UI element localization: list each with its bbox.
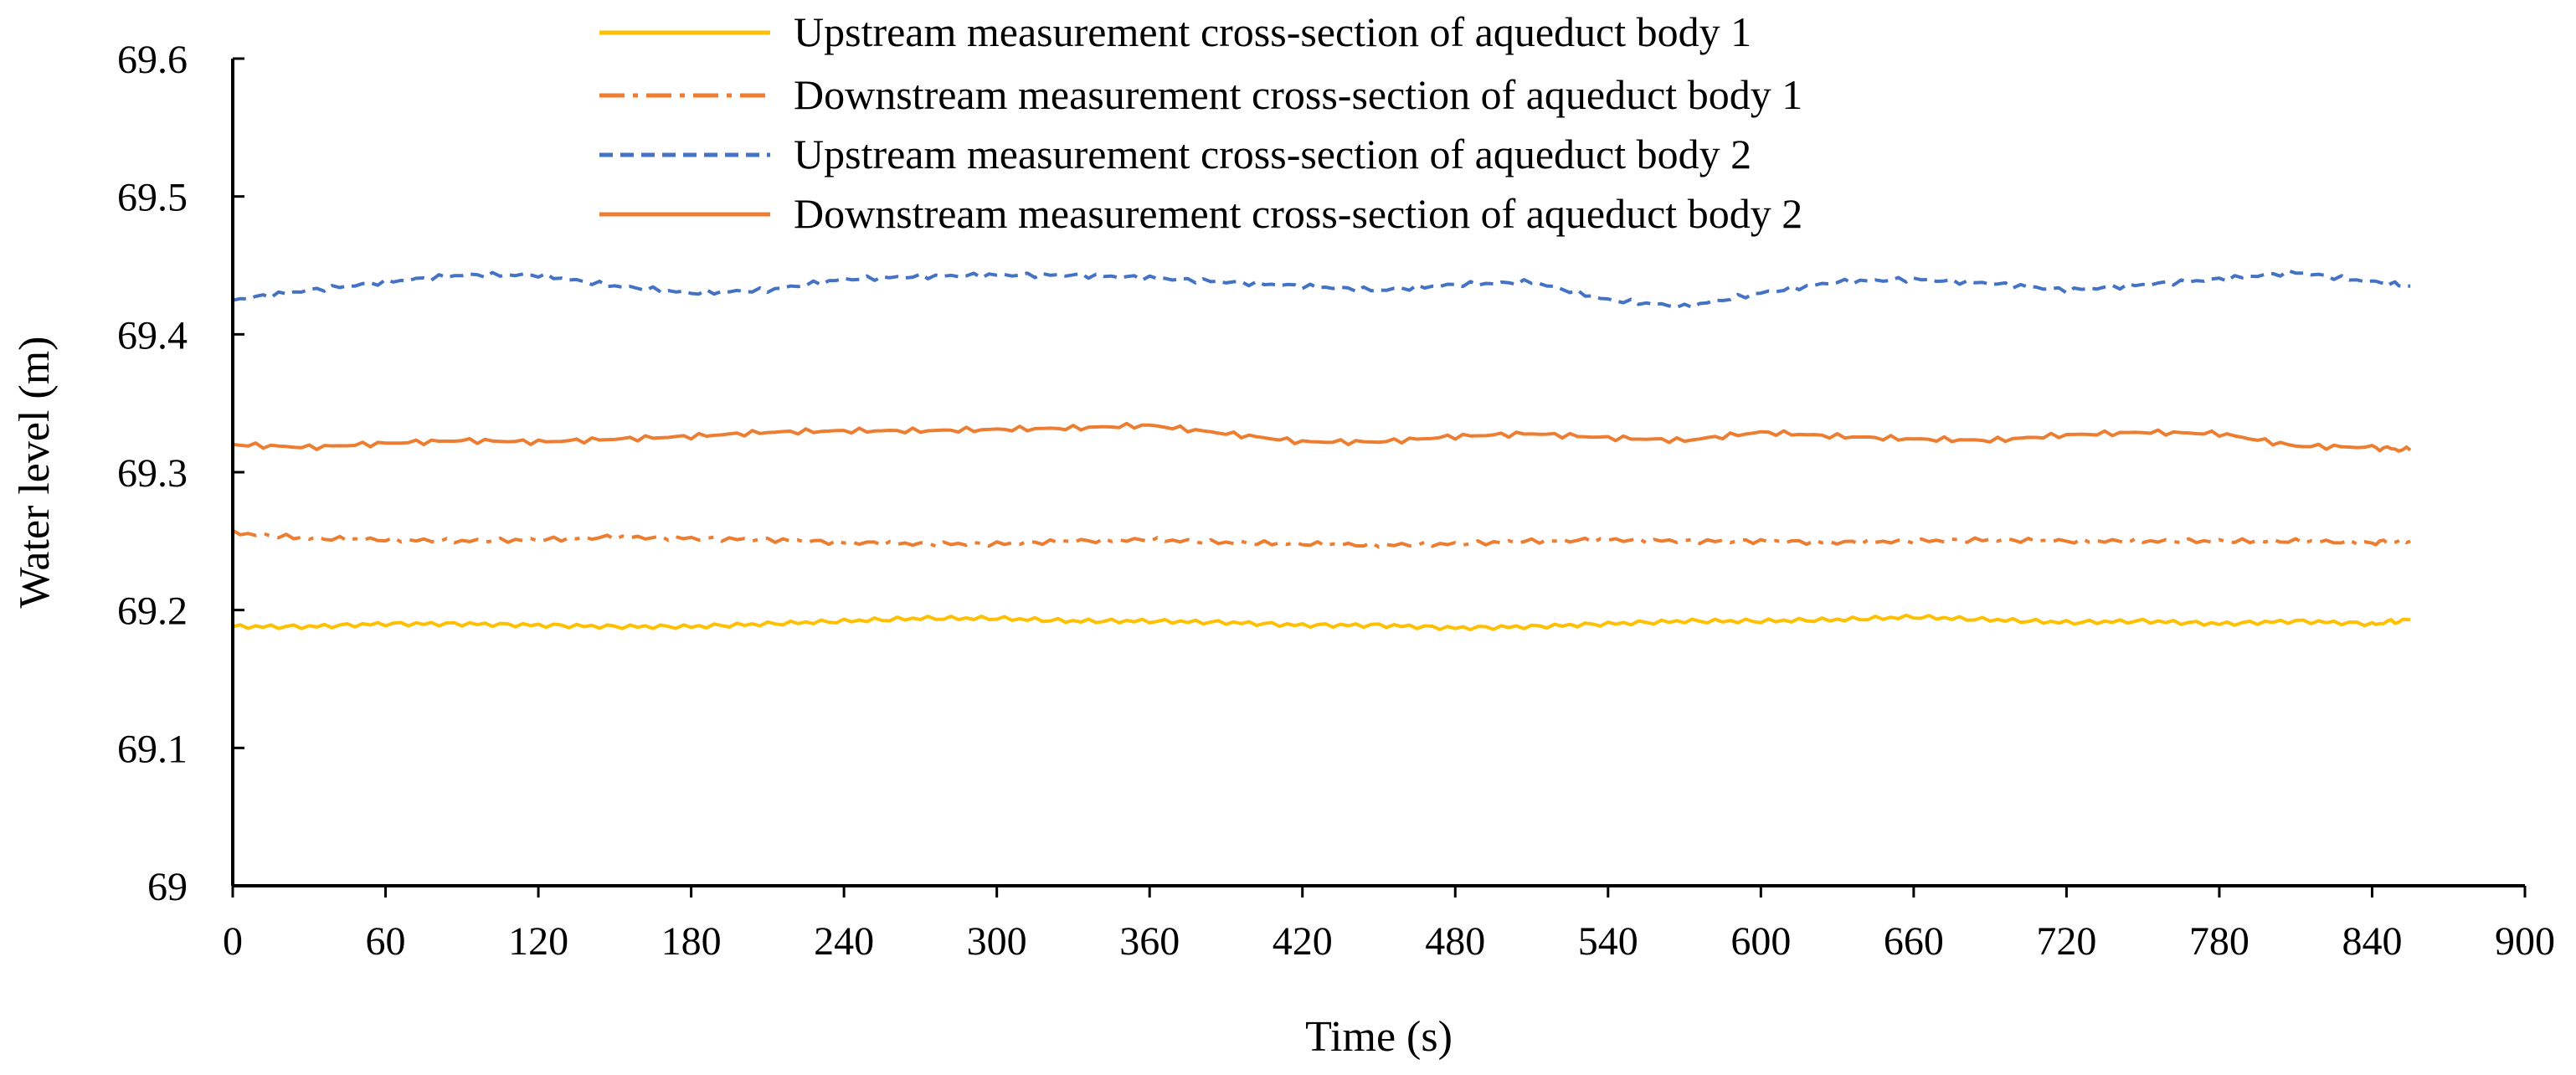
legend-label-4: Downstream measurement cross-section of …	[794, 190, 1802, 237]
y-tick-label: 69.5	[117, 176, 188, 220]
x-tick-label: 0	[223, 919, 243, 964]
x-tick-label: 480	[1425, 919, 1485, 964]
legend-label-2: Downstream measurement cross-section of …	[794, 71, 1802, 118]
series-line-1	[232, 613, 2411, 632]
x-tick-label: 660	[1884, 919, 1944, 964]
x-tick-label: 120	[508, 919, 568, 964]
y-tick-label: 69.3	[117, 451, 188, 496]
y-tick-label: 69.1	[117, 727, 188, 771]
x-tick-label: 300	[967, 919, 1027, 964]
legend: Upstream measurement cross-section of aq…	[599, 8, 1802, 237]
x-tick-label: 840	[2342, 919, 2402, 964]
y-tick-label: 69.4	[117, 313, 188, 357]
x-tick-label: 420	[1273, 919, 1333, 964]
y-axis-title: Water level (m)	[11, 337, 59, 609]
series-line-2	[232, 528, 2411, 549]
x-tick-label: 240	[814, 919, 874, 964]
x-tick-label: 60	[366, 919, 406, 964]
legend-label-1: Upstream measurement cross-section of aq…	[794, 8, 1751, 55]
x-ticks: 0 60 120 180 240 300 360 420 480 540 600 660 720 780 8…	[223, 886, 2555, 964]
x-tick-label: 540	[1578, 919, 1638, 964]
x-tick-label: 600	[1730, 919, 1791, 964]
series-line-3	[232, 269, 2411, 310]
series-layer	[232, 269, 2412, 632]
legend-label-3: Upstream measurement cross-section of aq…	[794, 131, 1751, 177]
x-tick-label: 180	[661, 919, 722, 964]
x-tick-label: 780	[2189, 919, 2250, 964]
x-tick-label: 360	[1119, 919, 1180, 964]
x-tick-label: 720	[2036, 919, 2096, 964]
y-ticks: 69 69.1 69.2 69.3 69.4 69.5 69.6	[117, 38, 244, 909]
y-tick-label: 69.6	[117, 38, 188, 82]
x-axis-title: Time (s)	[1305, 1013, 1453, 1061]
y-tick-label: 69	[147, 865, 188, 909]
y-tick-label: 69.2	[117, 589, 188, 634]
series-line-4	[232, 421, 2412, 453]
x-tick-label: 900	[2495, 919, 2555, 964]
